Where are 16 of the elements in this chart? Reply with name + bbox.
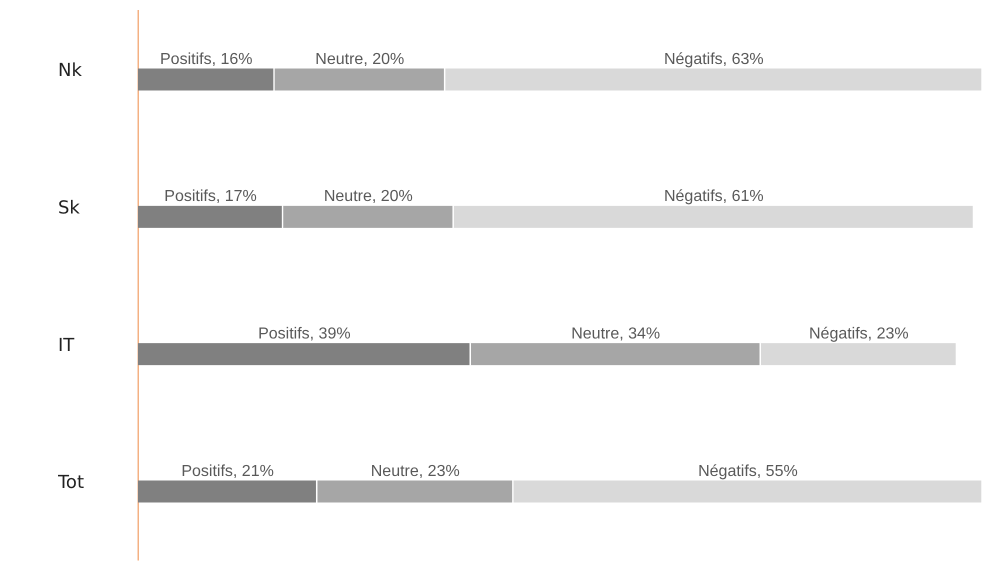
y-tick-label: IT <box>58 334 76 356</box>
data-label: Positifs, 21% <box>181 462 274 480</box>
data-label: Négatifs, 23% <box>808 326 909 343</box>
data-label: Neutre, 34% <box>571 326 660 343</box>
data-label: Positifs, 39% <box>258 326 351 343</box>
y-tick-label: Tot <box>57 472 84 494</box>
data-label: Négatifs, 55% <box>698 462 798 480</box>
data-label: Positifs, 16% <box>160 50 252 68</box>
data-label: Positifs, 17% <box>164 188 257 206</box>
data-label: Neutre, 20% <box>315 50 404 68</box>
data-label: Négatifs, 63% <box>664 50 764 68</box>
y-tick-label: Nk <box>58 60 82 82</box>
y-tick-label: Sk <box>58 197 80 218</box>
data-label: Neutre, 20% <box>324 188 413 206</box>
data-label: Neutre, 23% <box>370 462 460 480</box>
data-label: Négatifs, 61% <box>664 188 764 206</box>
